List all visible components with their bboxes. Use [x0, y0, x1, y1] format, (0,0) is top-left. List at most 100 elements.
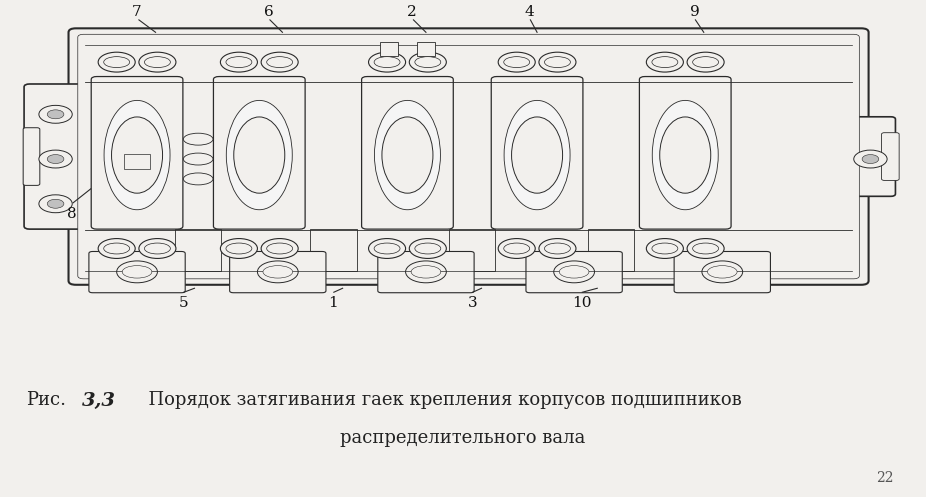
Circle shape — [687, 239, 724, 258]
Circle shape — [220, 239, 257, 258]
Circle shape — [409, 52, 446, 72]
Text: 5: 5 — [179, 296, 188, 310]
Ellipse shape — [233, 117, 285, 193]
Text: 10: 10 — [571, 296, 592, 310]
Text: 9: 9 — [690, 5, 699, 19]
Text: 22: 22 — [876, 471, 894, 485]
Ellipse shape — [504, 243, 530, 254]
Text: 6: 6 — [264, 5, 273, 19]
Ellipse shape — [652, 100, 719, 210]
Circle shape — [378, 244, 396, 253]
Ellipse shape — [122, 265, 152, 278]
FancyBboxPatch shape — [78, 34, 859, 279]
Ellipse shape — [263, 265, 293, 278]
Text: 2: 2 — [407, 5, 417, 19]
FancyBboxPatch shape — [69, 28, 869, 285]
Ellipse shape — [415, 57, 441, 68]
Text: 3: 3 — [468, 296, 477, 310]
Circle shape — [117, 261, 157, 283]
Text: Порядок затягивания гаек крепления корпусов подшипников: Порядок затягивания гаек крепления корпу… — [137, 391, 742, 409]
Circle shape — [148, 244, 167, 253]
Circle shape — [854, 150, 887, 168]
Bar — [124, 154, 150, 169]
FancyBboxPatch shape — [89, 251, 185, 293]
Circle shape — [416, 266, 436, 277]
Circle shape — [406, 261, 446, 283]
Ellipse shape — [226, 57, 252, 68]
FancyBboxPatch shape — [23, 128, 40, 185]
Ellipse shape — [374, 100, 441, 210]
Circle shape — [107, 57, 126, 67]
Circle shape — [564, 266, 584, 277]
Ellipse shape — [183, 153, 213, 165]
Circle shape — [270, 57, 289, 67]
Circle shape — [127, 266, 147, 277]
Circle shape — [230, 244, 248, 253]
Text: 3,3: 3,3 — [81, 392, 116, 410]
Circle shape — [369, 239, 406, 258]
Circle shape — [862, 155, 879, 164]
Ellipse shape — [544, 57, 570, 68]
Circle shape — [98, 239, 135, 258]
Circle shape — [548, 244, 567, 253]
Circle shape — [409, 239, 446, 258]
Ellipse shape — [144, 243, 170, 254]
Ellipse shape — [226, 100, 293, 210]
Circle shape — [554, 261, 594, 283]
Ellipse shape — [707, 265, 737, 278]
FancyBboxPatch shape — [526, 251, 622, 293]
Bar — [449, 229, 495, 271]
Ellipse shape — [652, 243, 678, 254]
Circle shape — [498, 52, 535, 72]
Ellipse shape — [183, 133, 213, 145]
Ellipse shape — [144, 57, 170, 68]
Circle shape — [39, 150, 72, 168]
Circle shape — [696, 57, 715, 67]
Circle shape — [261, 239, 298, 258]
Circle shape — [702, 261, 743, 283]
Circle shape — [98, 52, 135, 72]
Circle shape — [539, 52, 576, 72]
Circle shape — [419, 57, 437, 67]
Circle shape — [369, 52, 406, 72]
FancyBboxPatch shape — [24, 84, 89, 229]
Circle shape — [646, 52, 683, 72]
Circle shape — [646, 239, 683, 258]
Text: 4: 4 — [525, 5, 534, 19]
Circle shape — [507, 57, 526, 67]
Text: Рис.: Рис. — [26, 391, 66, 409]
FancyBboxPatch shape — [378, 251, 474, 293]
Ellipse shape — [104, 57, 130, 68]
FancyBboxPatch shape — [882, 133, 899, 180]
Circle shape — [419, 244, 437, 253]
Text: 7: 7 — [132, 5, 142, 19]
Ellipse shape — [504, 57, 530, 68]
Circle shape — [268, 266, 288, 277]
Circle shape — [39, 105, 72, 123]
Ellipse shape — [652, 57, 678, 68]
Circle shape — [687, 52, 724, 72]
FancyBboxPatch shape — [674, 251, 770, 293]
Bar — [417, 42, 435, 56]
Ellipse shape — [659, 117, 711, 193]
Circle shape — [539, 239, 576, 258]
Circle shape — [139, 52, 176, 72]
Bar — [175, 229, 221, 271]
Ellipse shape — [374, 57, 400, 68]
FancyBboxPatch shape — [847, 117, 895, 196]
Circle shape — [39, 195, 72, 213]
Ellipse shape — [693, 243, 719, 254]
Ellipse shape — [104, 100, 170, 210]
Ellipse shape — [267, 243, 293, 254]
Circle shape — [507, 244, 526, 253]
Ellipse shape — [415, 243, 441, 254]
Ellipse shape — [544, 243, 570, 254]
FancyBboxPatch shape — [91, 77, 183, 229]
Ellipse shape — [504, 100, 570, 210]
FancyBboxPatch shape — [640, 77, 732, 229]
Circle shape — [270, 244, 289, 253]
Ellipse shape — [511, 117, 563, 193]
Ellipse shape — [374, 243, 400, 254]
Circle shape — [47, 155, 64, 164]
Ellipse shape — [411, 265, 441, 278]
